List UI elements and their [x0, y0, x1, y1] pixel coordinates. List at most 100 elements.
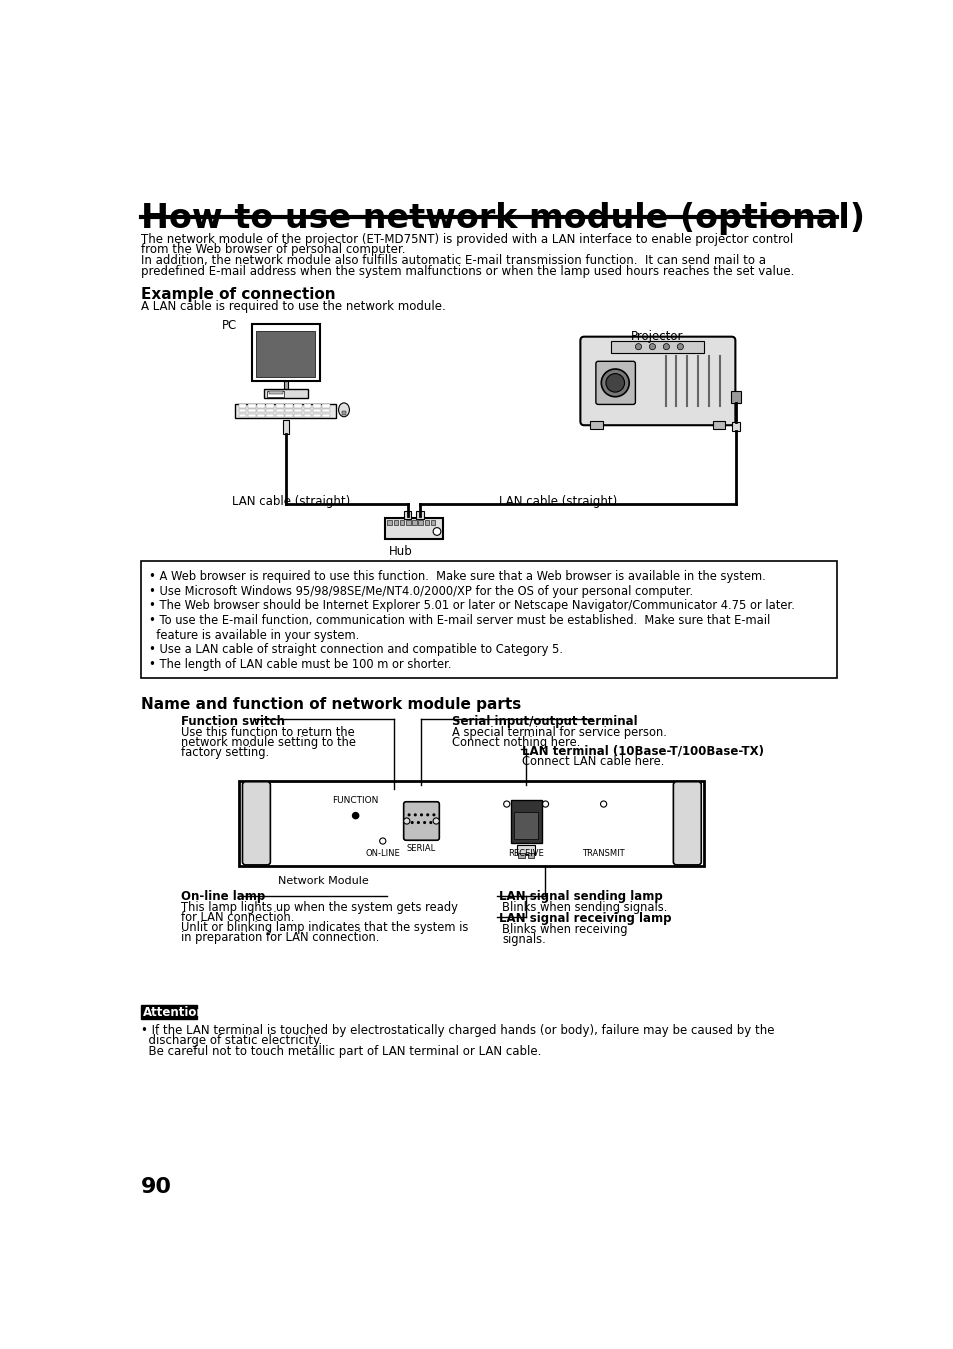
FancyBboxPatch shape	[673, 781, 700, 865]
Circle shape	[410, 822, 414, 824]
Text: • Use a LAN cable of straight connection and compatible to Category 5.: • Use a LAN cable of straight connection…	[149, 643, 562, 656]
Text: The network module of the projector (ET-MD75NT) is provided with a LAN interface: The network module of the projector (ET-…	[141, 233, 792, 246]
Bar	[282, 420, 289, 433]
Text: from the Web browser of personal computer.: from the Web browser of personal compute…	[141, 244, 405, 256]
Text: Serial input/output terminal: Serial input/output terminal	[452, 715, 638, 727]
Bar	[294, 414, 302, 417]
Text: SERIAL: SERIAL	[406, 844, 436, 853]
Bar	[238, 405, 246, 407]
Text: LAN cable (straight): LAN cable (straight)	[498, 495, 617, 507]
Text: LAN signal receiving lamp: LAN signal receiving lamp	[498, 912, 671, 925]
Text: Unlit or blinking lamp indicates that the system is: Unlit or blinking lamp indicates that th…	[181, 921, 468, 934]
Text: Hub: Hub	[389, 545, 413, 557]
Circle shape	[635, 344, 641, 349]
Bar	[248, 414, 255, 417]
Bar	[406, 519, 410, 525]
Text: TRANSMIT: TRANSMIT	[581, 849, 624, 858]
Circle shape	[429, 822, 432, 824]
Text: Use this function to return the: Use this function to return the	[181, 726, 355, 738]
Bar	[527, 854, 534, 858]
Circle shape	[649, 344, 655, 349]
Bar	[431, 519, 435, 525]
Bar	[416, 511, 423, 519]
Text: LAN cable (straight): LAN cable (straight)	[232, 495, 350, 507]
Bar	[275, 405, 283, 407]
Text: for LAN connection.: for LAN connection.	[181, 911, 294, 924]
Bar	[141, 561, 836, 677]
Text: LAN signal sending lamp: LAN signal sending lamp	[498, 890, 662, 904]
Text: Connect nothing here.: Connect nothing here.	[452, 735, 580, 749]
Text: Attention: Attention	[143, 1006, 206, 1018]
Text: predefined E-mail address when the system malfunctions or when the lamp used hou: predefined E-mail address when the syste…	[141, 264, 794, 278]
Bar	[257, 409, 265, 413]
Text: signals.: signals.	[501, 932, 545, 946]
Bar	[517, 844, 535, 854]
Bar	[238, 409, 246, 413]
Text: FUNCTION: FUNCTION	[332, 796, 378, 805]
Text: • If the LAN terminal is touched by electrostatically charged hands (or body), f: • If the LAN terminal is touched by elec…	[141, 1024, 774, 1036]
Text: A special terminal for service person.: A special terminal for service person.	[452, 726, 667, 738]
Bar	[303, 409, 311, 413]
Bar	[248, 409, 255, 413]
Bar	[387, 519, 392, 525]
FancyBboxPatch shape	[596, 362, 635, 405]
Text: Example of connection: Example of connection	[141, 286, 335, 302]
Bar	[257, 405, 265, 407]
Text: factory setting.: factory setting.	[181, 746, 269, 758]
Bar	[731, 391, 740, 403]
Text: Name and function of network module parts: Name and function of network module part…	[141, 697, 520, 712]
Circle shape	[677, 344, 682, 349]
Bar	[252, 324, 319, 382]
Circle shape	[416, 822, 419, 824]
Bar	[611, 340, 703, 353]
Bar	[313, 409, 320, 413]
Text: Projector: Projector	[630, 329, 682, 343]
Text: Blinks when sending signals.: Blinks when sending signals.	[501, 901, 667, 915]
Text: Function switch: Function switch	[181, 715, 285, 727]
Ellipse shape	[338, 403, 349, 417]
Bar	[285, 414, 293, 417]
Bar	[266, 409, 274, 413]
Text: Blinks when receiving: Blinks when receiving	[501, 923, 627, 936]
Bar	[590, 421, 602, 429]
Bar	[141, 1005, 196, 1018]
Bar	[385, 518, 443, 540]
Bar	[303, 405, 311, 407]
Text: This lamp lights up when the system gets ready: This lamp lights up when the system gets…	[181, 901, 457, 915]
Bar	[322, 409, 330, 413]
Bar	[342, 410, 345, 415]
Text: A LAN cable is required to use the network module.: A LAN cable is required to use the netwo…	[141, 301, 445, 313]
Bar	[256, 331, 315, 378]
Bar	[313, 405, 320, 407]
Text: • Use Microsoft Windows 95/98/98SE/Me/NT4.0/2000/XP for the OS of your personal : • Use Microsoft Windows 95/98/98SE/Me/NT…	[149, 584, 692, 598]
Bar	[239, 781, 703, 866]
Bar	[517, 854, 524, 858]
Bar	[275, 414, 283, 417]
Bar	[266, 414, 274, 417]
Bar	[275, 409, 283, 413]
Text: discharge of static electricity.: discharge of static electricity.	[141, 1035, 322, 1047]
Text: in preparation for LAN connection.: in preparation for LAN connection.	[181, 931, 379, 944]
Bar	[294, 409, 302, 413]
Text: PC: PC	[222, 318, 237, 332]
Text: LAN terminal (10Base-T/100Base-TX): LAN terminal (10Base-T/100Base-TX)	[521, 745, 763, 757]
Circle shape	[414, 813, 416, 816]
Bar	[412, 519, 416, 525]
Circle shape	[433, 527, 440, 536]
Text: RECEIVE: RECEIVE	[508, 849, 543, 858]
Circle shape	[353, 812, 358, 819]
Circle shape	[662, 344, 669, 349]
Bar	[399, 519, 404, 525]
Bar	[510, 800, 541, 843]
Bar	[264, 389, 307, 398]
Bar	[732, 422, 740, 432]
Bar	[418, 519, 422, 525]
Bar	[303, 414, 311, 417]
Text: feature is available in your system.: feature is available in your system.	[149, 629, 358, 642]
Bar	[424, 519, 429, 525]
FancyBboxPatch shape	[242, 781, 270, 865]
Bar	[238, 414, 246, 417]
Bar	[235, 405, 335, 418]
Circle shape	[422, 822, 426, 824]
Bar	[322, 414, 330, 417]
